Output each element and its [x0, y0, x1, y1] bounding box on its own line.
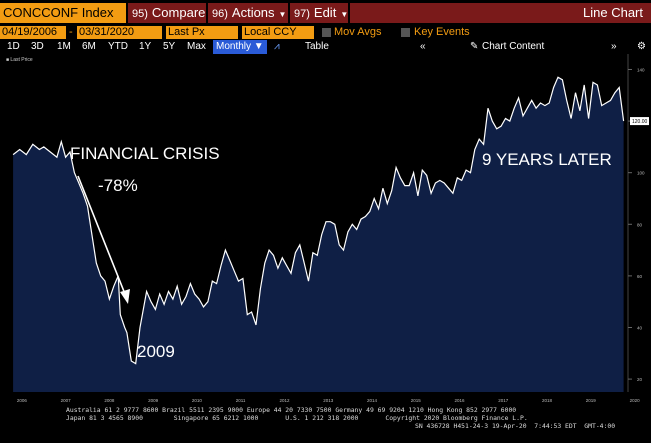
footer-contacts-line2: Japan 81 3 4565 8900 Singapore 65 6212 1… [66, 414, 528, 422]
x-tick-label: 2012 [279, 398, 290, 403]
chart-content-icon[interactable]: ✎ [470, 41, 479, 52]
edit-shortcut: 97) [294, 8, 310, 20]
price-field-select[interactable]: Last Px [166, 26, 238, 39]
x-tick-label: 2017 [498, 398, 509, 403]
currency-select[interactable]: Local CCY [242, 26, 314, 39]
compare-menu[interactable]: 95) Compare [128, 3, 206, 23]
edit-menu[interactable]: 97) Edit ▼ [290, 3, 348, 23]
mov-avgs-checkbox[interactable] [322, 28, 331, 37]
frequency-caret-icon: ▼ [253, 41, 264, 52]
price-chart: 20406080100120140 2006200720082009201020… [12, 54, 649, 403]
y-axis: 20406080100120140 [627, 54, 645, 392]
settings-toolbar: 04/19/2006 - 03/31/2020 Last Px Local CC… [0, 26, 651, 40]
actions-shortcut: 96) [212, 8, 228, 20]
x-tick-label: 2009 [148, 398, 159, 403]
price-area-fill [13, 77, 624, 392]
table-button[interactable]: Table [305, 41, 329, 52]
frequency-label: Monthly [216, 41, 252, 52]
expand-right-icon[interactable]: » [611, 41, 617, 52]
x-axis: 2006 2007 2008 2009 2010 2011 2012 2013 2014 2015… [17, 398, 640, 403]
annotation-9-years-later: 9 YEARS LATER [482, 150, 612, 169]
actions-menu[interactable]: 96) Actions ▼ [208, 3, 288, 23]
x-tick-label: 2008 [104, 398, 115, 403]
y-tick-label: 20 [637, 377, 643, 382]
footer-session-line: SN 436728 H451-24-3 19-Apr-20 7:44:53 ED… [415, 422, 616, 430]
x-tick-label: 2014 [367, 398, 378, 403]
y-tick-label: 140 [637, 67, 645, 72]
settings-gear-icon[interactable]: ⚙ [637, 41, 646, 52]
annotation-financial-crisis: FINANCIAL CRISIS [70, 144, 220, 163]
end-date-field[interactable]: 03/31/2020 [77, 26, 162, 39]
crisis-arrow [77, 175, 126, 295]
footer-contacts-line1: Australia 61 2 9777 8600 Brazil 5511 239… [66, 406, 517, 414]
bloomberg-footer: Australia 61 2 9777 8600 Brazil 5511 239… [0, 403, 651, 443]
actions-label: Actions [231, 5, 275, 20]
period-toolbar: 1D 3D 1M 6M YTD 1Y 5Y Max Monthly ▼ ⩘ Ta… [0, 40, 651, 54]
x-tick-label: 2013 [323, 398, 334, 403]
y-tick-label: 60 [637, 274, 643, 279]
main-toolbar: CONCCONF Index 95) Compare 96) Actions ▼ 97… [0, 0, 651, 26]
y-tick-label: 100 [637, 171, 645, 176]
y-tick-label: 80 [637, 222, 643, 227]
actions-caret-icon: ▼ [278, 10, 287, 19]
period-3d[interactable]: 3D [31, 41, 44, 52]
x-tick-label: 2020 [630, 398, 641, 403]
toolbar-spacer [350, 3, 516, 23]
x-tick-label: 2019 [586, 398, 597, 403]
period-6m[interactable]: 6M [82, 41, 96, 52]
annotation-drop-percent: -78% [98, 176, 138, 195]
price-line [12, 76, 625, 365]
chart-area: 20406080100120140 2006200720082009201020… [0, 54, 651, 411]
edit-label: Edit [313, 5, 337, 20]
period-max[interactable]: Max [187, 41, 206, 52]
key-events-checkbox[interactable] [401, 28, 410, 37]
period-ytd[interactable]: YTD [108, 41, 128, 52]
compare-label: Compare [151, 5, 206, 20]
ticker-field[interactable]: CONCCONF Index [0, 3, 126, 23]
legend-label-text: Last Price [10, 57, 33, 63]
compare-shortcut: 95) [132, 8, 148, 20]
legend-last-price: ■ Last Price [6, 57, 33, 63]
x-tick-label: 2006 [17, 398, 28, 403]
last-value-rect [630, 117, 649, 126]
line-chart-icon[interactable]: ⩘ [274, 41, 280, 52]
edit-caret-icon: ▼ [340, 10, 349, 19]
frequency-select[interactable]: Monthly ▼ [213, 40, 267, 54]
crisis-arrow-head [120, 289, 130, 304]
key-events-label: Key Events [414, 26, 470, 38]
date-separator: - [69, 26, 73, 38]
period-1m[interactable]: 1M [57, 41, 71, 52]
y-tick-label: 40 [637, 325, 643, 330]
last-value-label: 120.00 [632, 119, 648, 125]
last-value-box: 120.00 [630, 117, 649, 126]
x-tick-label: 2016 [455, 398, 466, 403]
x-tick-label: 2011 [236, 398, 246, 403]
start-date-field[interactable]: 04/19/2006 [0, 26, 66, 39]
period-1y[interactable]: 1Y [139, 41, 152, 52]
annotation-2009: 2009 [137, 342, 175, 361]
x-tick-label: 2010 [192, 398, 203, 403]
x-tick-label: 2015 [411, 398, 422, 403]
period-5y[interactable]: 5Y [163, 41, 176, 52]
collapse-left-icon[interactable]: « [420, 41, 426, 52]
x-tick-label: 2007 [61, 398, 72, 403]
x-tick-label: 2018 [542, 398, 553, 403]
chart-type-title: Line Chart [516, 3, 651, 23]
mov-avgs-label: Mov Avgs [334, 26, 382, 38]
chart-content-button[interactable]: Chart Content [482, 41, 545, 52]
period-1d[interactable]: 1D [7, 41, 20, 52]
